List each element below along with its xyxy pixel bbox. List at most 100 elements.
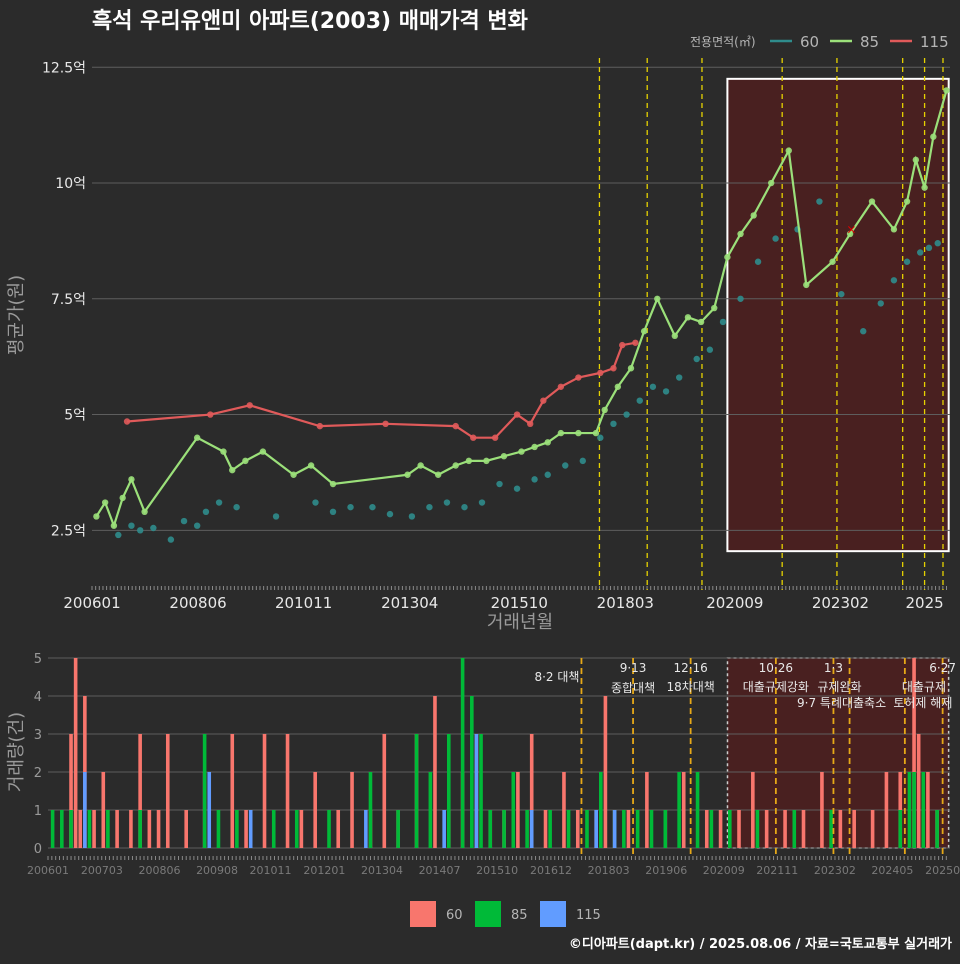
data-point-60: [215, 499, 223, 506]
bar-85: [511, 772, 516, 848]
x-tick-label: 200601: [63, 594, 120, 612]
data-point-60: [877, 300, 884, 307]
bar-85: [935, 810, 939, 848]
legend-label-85: 85: [860, 33, 879, 51]
data-point-85: [575, 429, 582, 437]
data-point-85: [229, 466, 236, 474]
bar-60: [751, 772, 755, 848]
bar-85: [727, 810, 732, 848]
data-point-85: [868, 198, 876, 205]
bar-60: [129, 810, 133, 848]
data-point-85: [737, 230, 744, 238]
bar-115: [474, 734, 479, 848]
data-point-60: [137, 527, 144, 534]
data-point-85: [750, 212, 757, 219]
data-point-115: [540, 397, 547, 404]
highlight-box: [726, 77, 950, 553]
data-point-60: [496, 480, 503, 488]
bar-85: [216, 810, 221, 848]
chart-title: 흑석 우리유앤미 아파트(2003) 매매가격 변화: [92, 9, 528, 34]
data-point-60: [272, 513, 280, 520]
data-point-60: [934, 240, 941, 247]
data-point-85: [531, 443, 538, 451]
bar-60: [156, 810, 161, 848]
data-point-85: [943, 87, 950, 94]
bar-85: [368, 772, 373, 848]
bar-85: [663, 810, 668, 848]
bar-85: [50, 810, 55, 848]
bar-85: [755, 810, 760, 848]
data-point-85: [242, 457, 249, 465]
policy-date: 1·3: [824, 661, 843, 675]
bar-60: [147, 810, 152, 848]
policy-label: 9·7 특례대출축소: [797, 696, 886, 710]
bar-x-tick-label: 202405: [871, 864, 913, 877]
data-point-85: [193, 434, 201, 441]
data-point-60: [115, 531, 122, 539]
data-point-60: [623, 411, 630, 418]
data-point-60: [329, 508, 337, 516]
bar-115: [207, 772, 212, 848]
data-point-85: [921, 184, 928, 191]
bar-legend-key-115: [540, 901, 566, 927]
data-point-115: [527, 420, 534, 428]
bar-85: [921, 772, 926, 848]
bar-85: [548, 810, 552, 848]
data-point-60: [202, 508, 210, 516]
data-point-115: [452, 422, 459, 430]
data-point-85: [601, 406, 608, 414]
bar-85: [635, 810, 640, 848]
bar-60: [783, 810, 787, 848]
data-point-85: [220, 448, 227, 455]
data-point-85: [912, 156, 920, 164]
y-tick-label: 7.5억: [51, 292, 86, 308]
bar-60: [138, 734, 142, 848]
data-point-60: [662, 388, 670, 395]
data-point-115: [597, 369, 604, 377]
bar-85: [488, 810, 493, 848]
data-point-60: [649, 383, 657, 390]
data-point-60: [737, 295, 744, 302]
bar-y-axis-label: 거래량(건): [6, 712, 27, 792]
data-point-60: [860, 328, 867, 335]
bar-85: [106, 810, 110, 848]
bar-60: [916, 734, 921, 848]
bar-x-tick-label: 200908: [196, 864, 238, 877]
bar-115: [442, 810, 446, 848]
policy-date: 12·16: [673, 661, 707, 675]
bar-60: [516, 772, 520, 848]
bar-60: [78, 810, 83, 848]
data-point-85: [627, 365, 635, 372]
data-point-60: [610, 420, 617, 428]
data-point-60: [167, 536, 175, 543]
data-point-115: [632, 339, 639, 346]
data-point-85: [452, 462, 459, 469]
policy-label: 대출규제강화: [743, 680, 809, 694]
data-point-85: [119, 494, 126, 502]
data-point-85: [290, 471, 297, 478]
bar-60: [912, 658, 916, 848]
data-point-85: [803, 281, 810, 289]
x-tick-label: 200806: [169, 594, 226, 612]
x-axis-label: 거래년월: [487, 612, 553, 633]
data-point-85: [846, 230, 854, 238]
bar-x-tick-label: 201011: [250, 864, 292, 877]
bar-60: [230, 734, 235, 848]
data-point-115: [123, 418, 131, 425]
bar-y-tick-label: 1: [34, 804, 42, 819]
bar-85: [414, 734, 419, 848]
data-point-85: [697, 318, 705, 326]
data-point-60: [312, 499, 319, 506]
data-point-60: [706, 346, 714, 353]
bar-60: [737, 810, 741, 848]
data-point-85: [724, 253, 731, 261]
data-point-60: [838, 290, 845, 298]
data-point-85: [654, 295, 661, 302]
data-point-60: [193, 522, 201, 529]
bar-legend-label-60: 60: [446, 908, 463, 923]
bar-60: [529, 734, 534, 848]
bar-85: [428, 772, 433, 848]
data-point-115: [316, 422, 324, 430]
bar-85: [396, 810, 400, 848]
